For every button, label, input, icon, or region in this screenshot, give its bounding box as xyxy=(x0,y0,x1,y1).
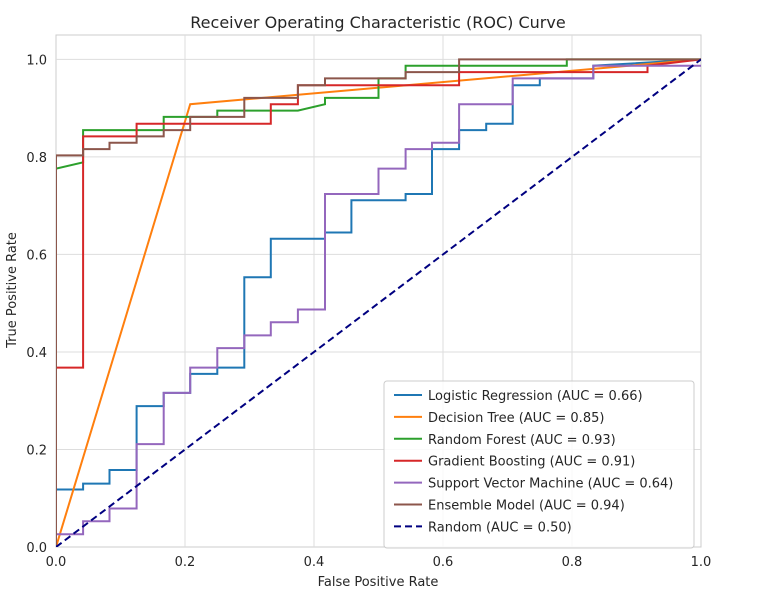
series-line-1 xyxy=(56,58,701,547)
x-tick-label: 0.2 xyxy=(175,555,196,570)
x-tick-label: 0.8 xyxy=(562,555,583,570)
series-line-4 xyxy=(56,64,701,547)
x-axis-label: False Positive Rate xyxy=(318,575,439,590)
chart-title: Receiver Operating Characteristic (ROC) … xyxy=(190,13,565,32)
x-tick-label: 0.0 xyxy=(46,555,67,570)
y-axis-label: True Positive Rate xyxy=(5,232,20,349)
series-line-5 xyxy=(56,58,701,547)
legend-label-5: Ensemble Model (AUC = 0.94) xyxy=(428,499,625,514)
legend-label-3: Gradient Boosting (AUC = 0.91) xyxy=(428,455,635,470)
x-tick-label: 0.6 xyxy=(433,555,454,570)
y-tick-label: 1.0 xyxy=(26,53,47,68)
series-line-3 xyxy=(56,58,701,547)
legend-label-1: Decision Tree (AUC = 0.85) xyxy=(428,411,604,426)
legend-label-0: Logistic Regression (AUC = 0.66) xyxy=(428,389,643,404)
legend-label-2: Random Forest (AUC = 0.93) xyxy=(428,433,616,448)
x-tick-label: 1.0 xyxy=(691,555,712,570)
series-group xyxy=(56,58,701,547)
legend-label-6: Random (AUC = 0.50) xyxy=(428,520,572,535)
legend-label-4: Support Vector Machine (AUC = 0.64) xyxy=(428,477,673,492)
legend-box xyxy=(383,380,695,549)
y-tick-label: 0.2 xyxy=(26,443,47,458)
y-tick-label: 0.0 xyxy=(26,541,47,556)
y-tick-label: 0.8 xyxy=(26,151,47,166)
x-tick-label: 0.4 xyxy=(304,555,325,570)
y-tick-label: 0.4 xyxy=(26,346,47,361)
y-tick-label: 0.6 xyxy=(26,248,47,263)
series-line-6 xyxy=(56,58,701,547)
